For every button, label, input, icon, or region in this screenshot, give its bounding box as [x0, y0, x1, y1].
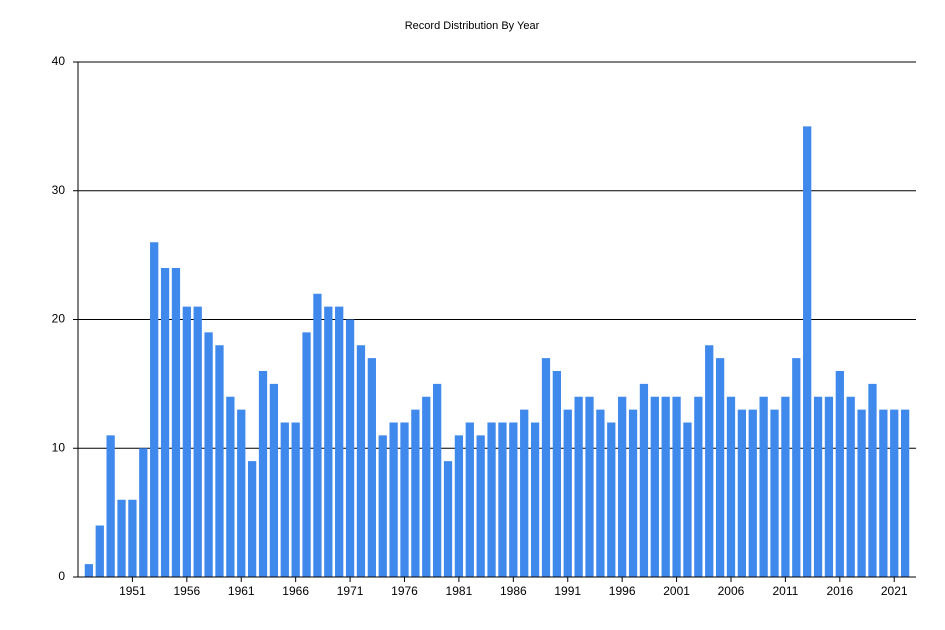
- bar: [890, 409, 899, 577]
- bar: [433, 383, 442, 577]
- x-tick-label: 2011: [772, 584, 798, 598]
- bar: [345, 319, 355, 577]
- bar: [139, 448, 148, 577]
- y-tick-label: 10: [52, 440, 66, 454]
- bar: [509, 422, 518, 577]
- x-tick-label: 2016: [826, 584, 853, 598]
- x-tick-label: 1956: [173, 584, 200, 598]
- x-tick-label: 1961: [228, 584, 255, 598]
- bar: [563, 409, 572, 577]
- bar: [596, 409, 605, 577]
- bar: [400, 422, 409, 577]
- bar: [661, 396, 670, 577]
- bar: [900, 409, 910, 577]
- bar: [748, 409, 757, 577]
- bar: [465, 422, 474, 577]
- bar: [356, 345, 366, 577]
- x-tick-label: 1986: [500, 584, 527, 598]
- y-tick-label: 40: [52, 54, 66, 68]
- bar: [106, 435, 115, 577]
- bar: [792, 358, 801, 577]
- x-tick-label: 1966: [282, 584, 309, 598]
- bar: [335, 306, 344, 577]
- bar: [378, 435, 387, 577]
- bar: [683, 422, 692, 577]
- bar: [868, 383, 877, 577]
- bar: [454, 435, 464, 577]
- bar: [367, 358, 376, 577]
- bar: [182, 306, 191, 577]
- bar: [726, 396, 736, 577]
- bar: [639, 383, 649, 577]
- bar: [618, 396, 627, 577]
- bar: [628, 409, 638, 577]
- bar: [476, 435, 485, 577]
- bar: [498, 422, 507, 577]
- bar: [237, 409, 246, 577]
- bar: [226, 396, 235, 577]
- bar: [258, 371, 268, 577]
- x-tick-label: 2006: [718, 584, 745, 598]
- bar: [530, 422, 540, 577]
- bar: [803, 126, 812, 577]
- bar: [574, 396, 583, 577]
- bar: [759, 396, 768, 577]
- x-tick-label: 2001: [663, 584, 690, 598]
- bar: [585, 396, 594, 577]
- bar: [835, 371, 844, 577]
- bar: [171, 268, 181, 577]
- y-tick-label: 0: [58, 569, 65, 583]
- bar: [607, 422, 616, 577]
- bar: [694, 396, 703, 577]
- bar: [443, 461, 453, 577]
- bar: [389, 422, 398, 577]
- bar: [95, 525, 104, 577]
- bar: [520, 409, 529, 577]
- bar: [552, 371, 561, 577]
- bar: [411, 409, 420, 577]
- bar: [117, 499, 126, 577]
- bar: [247, 461, 257, 577]
- bar: [487, 422, 496, 577]
- x-tick-label: 1996: [609, 584, 636, 598]
- x-tick-label: 1991: [554, 584, 581, 598]
- x-tick-label: 1951: [119, 584, 146, 598]
- bar: [313, 293, 322, 577]
- bar: [269, 383, 279, 577]
- bar: [193, 306, 202, 577]
- bar: [422, 396, 431, 577]
- bar: [857, 409, 866, 577]
- bar: [541, 358, 551, 577]
- bar: [813, 396, 823, 577]
- bar: [770, 409, 779, 577]
- bar: [204, 332, 213, 577]
- bar: [737, 409, 747, 577]
- x-tick-label: 1976: [391, 584, 418, 598]
- bar: [650, 396, 659, 577]
- bar: [150, 242, 159, 577]
- bar: [705, 345, 714, 577]
- bar: [160, 268, 170, 577]
- x-tick-label: 2021: [881, 584, 908, 598]
- bar: [715, 358, 725, 577]
- x-tick-label: 1971: [337, 584, 364, 598]
- x-tick-label: 1981: [446, 584, 473, 598]
- bar: [128, 499, 137, 577]
- bar: [846, 396, 855, 577]
- bar: [324, 306, 333, 577]
- bar: [215, 345, 224, 577]
- y-tick-label: 20: [52, 312, 66, 326]
- bar: [291, 422, 300, 577]
- chart-title: Record Distribution By Year: [405, 20, 540, 32]
- bar: [672, 396, 681, 577]
- bar: [280, 422, 289, 577]
- bar: [302, 332, 311, 577]
- bar: [84, 564, 94, 577]
- bar: [781, 396, 790, 577]
- bar: [824, 396, 834, 577]
- bar: [879, 409, 888, 577]
- y-tick-label: 30: [52, 183, 66, 197]
